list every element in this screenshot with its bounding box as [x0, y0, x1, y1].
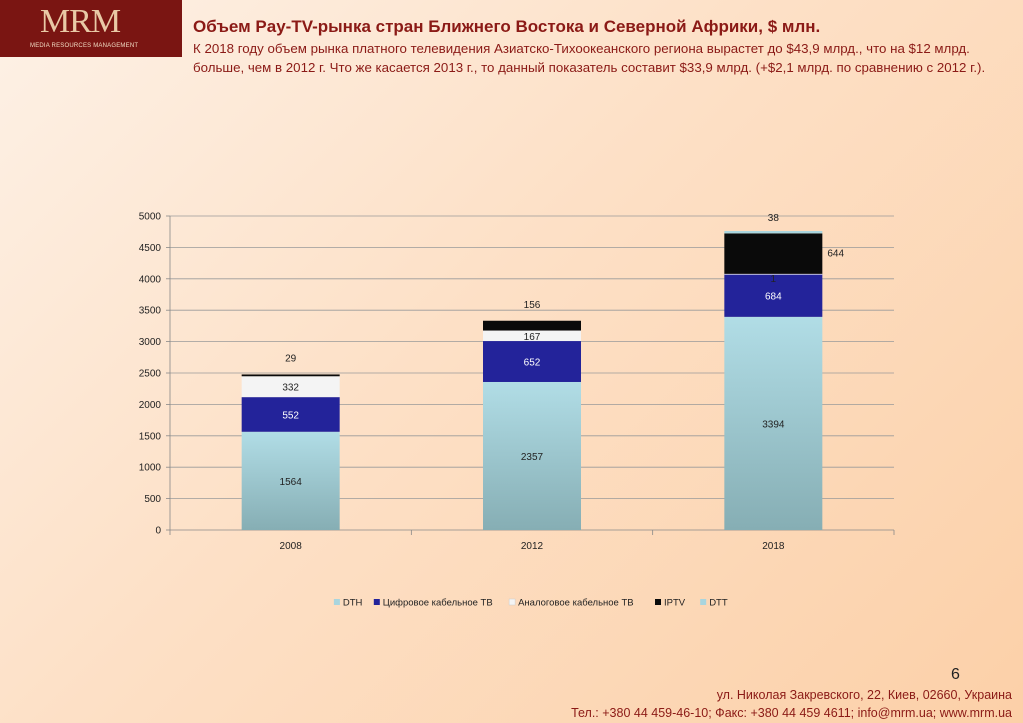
data-label: 2357	[521, 452, 544, 463]
logo-mark: MRM	[40, 3, 121, 40]
footer-address: ул. Николая Закревского, 22, Киев, 02660…	[716, 688, 1012, 702]
y-tick-label: 5000	[139, 212, 162, 223]
y-tick-label: 1500	[139, 431, 162, 442]
y-tick-label: 4500	[139, 243, 162, 254]
y-tick-label: 0	[155, 526, 161, 537]
legend-swatch	[700, 599, 707, 605]
legend-swatch	[333, 599, 340, 605]
footer-contacts: Тел.: +380 44 459-46-10; Факс: +380 44 4…	[571, 706, 1012, 721]
page-description: К 2018 году объем рынка платного телевид…	[193, 41, 986, 75]
page-title: Объем Pay-TV-рынка стран Ближнего Восток…	[193, 17, 821, 36]
legend-label: Аналоговое кабельное ТВ	[518, 598, 634, 609]
data-label: 38	[768, 213, 780, 224]
bar-segment-цифровое-кабельное-тв	[241, 397, 340, 432]
data-label: 3394	[762, 419, 785, 430]
x-tick-label: 2018	[762, 541, 785, 552]
bar-segment-iptv	[241, 374, 340, 377]
legend-swatch	[373, 599, 380, 605]
y-tick-label: 3000	[139, 337, 162, 348]
footer: ул. Николая Закревского, 22, Киев, 02660…	[571, 686, 1012, 722]
data-label: 332	[282, 383, 299, 394]
bar-segment-dtt	[724, 231, 823, 234]
y-tick-label: 3500	[139, 306, 162, 317]
data-label: 652	[524, 358, 541, 369]
bar-segment-dth	[724, 316, 823, 530]
bar-segment-dth	[483, 381, 581, 530]
logo: MRM MEDIA RESOURCES MANAGEMENT	[0, 0, 182, 57]
header: Объем Pay-TV-рынка стран Ближнего Восток…	[193, 17, 993, 78]
data-label: 552	[282, 410, 299, 421]
legend-label: DTH	[343, 598, 363, 609]
logo-subtitle: MEDIA RESOURCES MANAGEMENT	[30, 43, 139, 49]
x-tick-label: 2008	[280, 541, 303, 552]
data-label: 29	[285, 353, 297, 364]
x-tick-label: 2012	[521, 541, 544, 552]
bar-segment-iptv	[483, 320, 581, 331]
y-tick-label: 4000	[139, 274, 162, 285]
data-label: 167	[524, 332, 541, 343]
page-number: 6	[951, 666, 960, 683]
bar-segment-аналоговое-кабельное-тв	[241, 376, 340, 398]
bar-segment-аналоговое-кабельное-тв	[483, 330, 581, 342]
data-label: 1	[771, 274, 777, 285]
legend-label: Цифровое кабельное ТВ	[383, 598, 493, 609]
y-tick-label: 1000	[139, 463, 162, 474]
y-tick-label: 2500	[139, 369, 162, 380]
bar-segment-dth	[241, 431, 340, 530]
data-label: 684	[765, 291, 782, 302]
bar-segment-аналоговое-кабельное-тв	[724, 273, 823, 275]
legend-swatch	[655, 599, 661, 605]
y-tick-label: 2000	[139, 400, 162, 411]
data-label: 156	[524, 300, 541, 311]
y-tick-label: 500	[144, 494, 161, 505]
data-label: 644	[827, 248, 844, 259]
legend-label: IPTV	[664, 598, 686, 609]
legend-label: DTT	[709, 598, 728, 609]
legend-swatch	[508, 598, 516, 606]
bar-segment-iptv	[724, 233, 823, 274]
bar-segment-цифровое-кабельное-тв	[724, 273, 823, 317]
data-label: 1564	[280, 477, 303, 488]
bar-segment-цифровое-кабельное-тв	[483, 341, 581, 382]
